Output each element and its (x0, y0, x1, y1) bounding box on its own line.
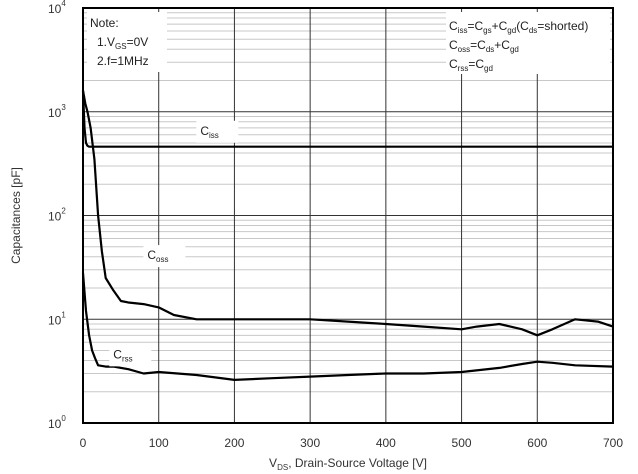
formula-box: Ciss=Cgs+Cgd(Cds=shorted) Coss=Cds+Cgd Crs… (446, 12, 610, 74)
note-box: Note: 1.VGS=0V 2.f=1MHz (87, 12, 167, 72)
series-label-bg (143, 245, 186, 268)
x-tick-label: 500 (452, 436, 472, 450)
x-tick-label: 200 (224, 436, 244, 450)
x-axis-label: VDS, Drain-Source Voltage [V] (269, 456, 427, 472)
x-tick-labels: 0 100 200 300 400 500 600 700 (80, 436, 624, 450)
x-tick-label: 700 (603, 436, 623, 450)
x-tick-label: 300 (300, 436, 320, 450)
note-bg (87, 12, 167, 72)
y-tick-label: 102 (48, 207, 66, 224)
y-tick-label: 104 (48, 0, 66, 16)
formula-line-3: Crss=Cgd (449, 57, 493, 73)
y-axis-label: Capacitances [pF] (9, 167, 23, 264)
series-label-rss: Crss (113, 347, 132, 363)
x-tick-label: 400 (376, 436, 396, 450)
grid (83, 8, 613, 423)
x-tick-label: 0 (80, 436, 87, 450)
plot-frame (82, 7, 614, 424)
series-group (81, 90, 614, 381)
note-line-1: 1.VGS=0V (97, 35, 148, 51)
series-label-bg (109, 344, 152, 367)
series-line-iss (81, 90, 613, 148)
series-line-oss (81, 90, 614, 337)
series-label-iss: Ciss (200, 124, 218, 140)
x-tick-label: 600 (527, 436, 547, 450)
series-label-bg (196, 120, 239, 143)
y-tick-labels: 100 101 102 103 104 (48, 0, 66, 431)
formula-bg (446, 12, 610, 74)
formula-line-1: Ciss=Cgs+Cgd(Cds=shorted) (449, 19, 588, 35)
y-tick-label: 103 (48, 103, 66, 120)
series-line-rss (81, 272, 614, 381)
y-tick-label: 101 (48, 310, 66, 327)
note-line-2: 2.f=1MHz (97, 54, 149, 68)
note-title: Note: (90, 16, 119, 30)
x-tick-label: 100 (149, 436, 169, 450)
series-label-oss: Coss (147, 248, 168, 264)
y-tick-label: 100 (48, 414, 66, 431)
series-labels: Ciss Coss Crss (109, 120, 239, 367)
formula-line-2: Coss=Cds+Cgd (449, 38, 519, 54)
